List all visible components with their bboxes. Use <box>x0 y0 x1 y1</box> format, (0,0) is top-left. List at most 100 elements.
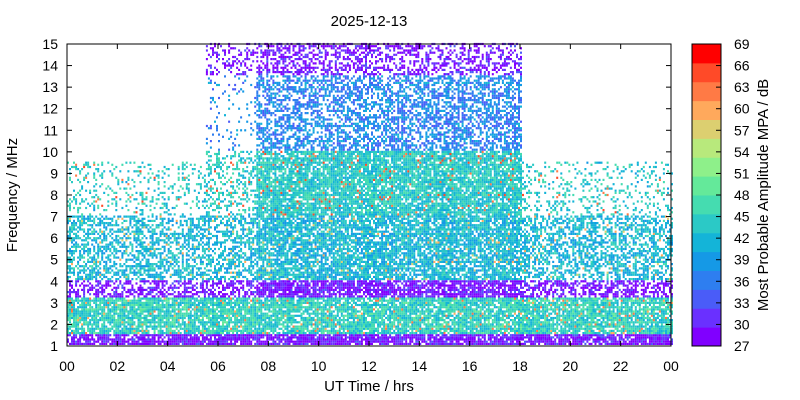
data-cell <box>147 321 150 324</box>
data-cell <box>214 316 216 320</box>
data-cell <box>242 224 245 227</box>
data-cell <box>228 51 231 54</box>
data-cell <box>173 254 176 257</box>
data-cell <box>191 323 194 326</box>
data-cell <box>199 299 202 302</box>
data-cell <box>109 284 112 287</box>
data-cell <box>137 312 140 315</box>
data-cell <box>254 303 257 307</box>
data-cell <box>137 340 140 343</box>
data-cell <box>260 83 263 87</box>
data-cell <box>264 278 267 281</box>
data-cell <box>151 243 154 246</box>
data-cell <box>137 174 140 177</box>
data-cell <box>163 245 166 248</box>
data-cell <box>240 301 243 304</box>
data-cell <box>209 219 212 222</box>
data-cell <box>75 342 78 345</box>
data-cell <box>163 336 166 339</box>
data-cell <box>189 230 192 233</box>
data-cell <box>258 185 261 188</box>
data-cell <box>127 319 130 322</box>
data-cell <box>205 299 208 302</box>
data-cell <box>199 226 202 229</box>
data-cell <box>248 295 251 298</box>
data-cell <box>189 303 192 307</box>
data-cell <box>222 217 224 220</box>
data-cell <box>240 310 243 313</box>
data-cell <box>113 299 116 302</box>
data-cell <box>183 176 186 179</box>
data-cell <box>195 316 198 320</box>
data-cell <box>228 271 231 274</box>
data-cell <box>161 206 164 210</box>
data-cell <box>236 234 239 238</box>
data-cell <box>246 308 249 311</box>
data-cell <box>232 148 235 151</box>
data-cell <box>71 286 73 289</box>
data-cell <box>248 176 251 179</box>
data-cell <box>77 310 80 313</box>
data-cell <box>193 252 196 255</box>
data-cell <box>105 222 108 225</box>
data-cell <box>161 321 164 324</box>
data-cell <box>209 237 212 240</box>
data-cell <box>185 161 188 164</box>
data-cell <box>155 263 158 266</box>
data-cell <box>256 239 259 242</box>
data-cell <box>153 206 156 210</box>
data-cell <box>137 297 140 300</box>
data-cell <box>179 312 182 315</box>
data-cell <box>244 211 247 214</box>
data-cell <box>115 224 118 227</box>
data-cell <box>199 271 202 274</box>
data-cell <box>199 286 202 289</box>
data-cell <box>191 325 194 328</box>
data-cell <box>69 299 71 302</box>
data-cell <box>203 191 206 194</box>
data-cell <box>93 286 96 289</box>
data-cell <box>151 213 154 216</box>
data-cell <box>193 308 196 311</box>
data-cell <box>236 340 239 343</box>
data-cell <box>240 237 243 240</box>
data-cell <box>205 124 208 128</box>
data-cell <box>157 291 160 294</box>
data-cell <box>260 327 263 330</box>
data-cell <box>111 316 114 320</box>
data-cell <box>91 273 94 276</box>
data-cell <box>79 219 82 222</box>
data-cell <box>232 321 235 324</box>
data-cell <box>145 306 148 309</box>
data-cell <box>167 222 170 225</box>
data-cell <box>181 338 184 341</box>
data-cell <box>73 161 75 164</box>
data-cell <box>105 340 108 343</box>
data-cell <box>121 342 124 345</box>
data-cell <box>91 219 94 222</box>
data-cell <box>111 198 114 201</box>
data-cell <box>95 224 98 227</box>
data-cell <box>248 181 251 184</box>
data-cell <box>153 273 156 276</box>
data-cell <box>205 68 208 71</box>
data-cell <box>143 306 146 309</box>
data-cell <box>228 204 231 207</box>
data-cell <box>252 224 255 227</box>
data-cell <box>252 247 255 251</box>
data-cell <box>187 237 190 240</box>
data-cell <box>262 247 265 251</box>
data-cell <box>262 306 265 309</box>
data-cell <box>135 267 138 270</box>
data-cell <box>234 55 237 59</box>
data-cell <box>125 301 128 304</box>
data-cell <box>157 174 160 177</box>
data-cell <box>244 327 247 330</box>
data-cell <box>163 332 166 335</box>
data-cell <box>77 325 80 328</box>
data-cell <box>234 191 237 194</box>
data-cell <box>103 310 106 313</box>
data-cell <box>137 288 140 291</box>
data-cell <box>77 226 80 229</box>
data-cell <box>234 189 237 192</box>
